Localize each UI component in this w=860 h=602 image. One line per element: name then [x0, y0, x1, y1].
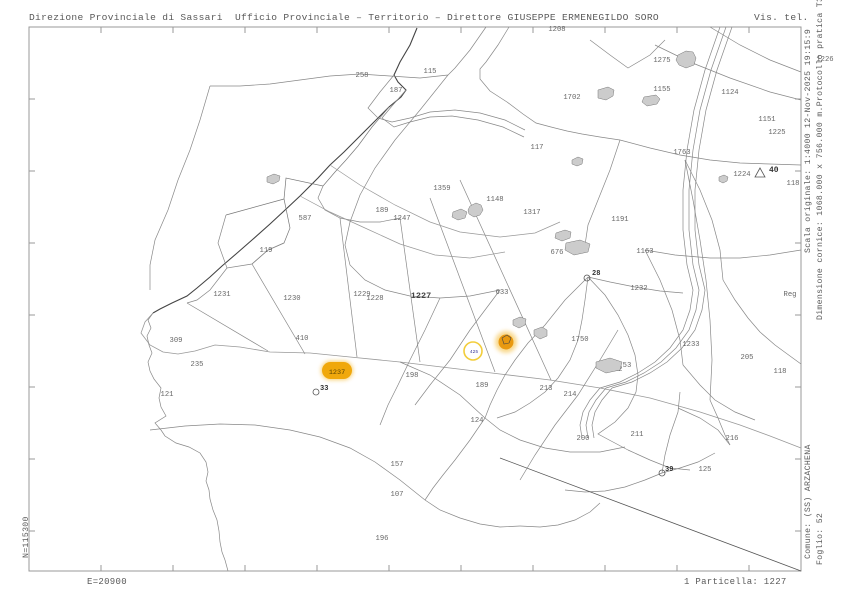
svg-text:1232: 1232 [630, 285, 647, 293]
svg-text:1225: 1225 [768, 129, 785, 137]
svg-text:200: 200 [577, 435, 590, 443]
svg-text:1237: 1237 [329, 369, 345, 377]
svg-text:39: 39 [665, 466, 673, 474]
svg-text:33: 33 [320, 385, 328, 393]
svg-text:410: 410 [296, 335, 309, 343]
svg-text:157: 157 [391, 461, 404, 469]
svg-text:1208: 1208 [548, 26, 565, 34]
svg-text:119: 119 [260, 247, 273, 255]
svg-text:214: 214 [564, 391, 577, 399]
svg-text:1155: 1155 [653, 86, 670, 94]
svg-text:587: 587 [299, 215, 312, 223]
svg-text:28: 28 [592, 270, 600, 278]
svg-text:216: 216 [726, 435, 739, 443]
svg-text:115: 115 [424, 68, 437, 76]
svg-text:1224: 1224 [733, 171, 750, 179]
svg-text:205: 205 [741, 354, 754, 362]
svg-text:1763: 1763 [673, 149, 690, 157]
svg-text:118: 118 [774, 368, 787, 376]
svg-text:1247: 1247 [393, 215, 410, 223]
svg-text:1231: 1231 [213, 291, 230, 299]
svg-text:425: 425 [470, 349, 479, 355]
svg-text:676: 676 [551, 249, 564, 257]
svg-text:117: 117 [531, 144, 544, 152]
svg-text:1148: 1148 [486, 196, 503, 204]
svg-text:53: 53 [623, 362, 632, 370]
svg-text:309: 309 [170, 337, 183, 345]
svg-text:1750: 1750 [571, 336, 588, 344]
svg-text:1317: 1317 [523, 209, 540, 217]
svg-text:213: 213 [540, 385, 553, 393]
svg-text:1230: 1230 [283, 295, 300, 303]
svg-text:1702: 1702 [563, 94, 580, 102]
svg-text:189: 189 [476, 382, 489, 390]
svg-text:189: 189 [376, 207, 389, 215]
svg-text:Reg: Reg [784, 291, 797, 299]
svg-text:1275: 1275 [653, 57, 670, 65]
svg-text:1359: 1359 [433, 185, 450, 193]
svg-text:1124: 1124 [721, 89, 738, 97]
svg-text:235: 235 [191, 361, 204, 369]
svg-text:211: 211 [631, 431, 644, 439]
svg-text:633: 633 [496, 289, 509, 297]
svg-text:187: 187 [390, 87, 403, 95]
svg-text:198: 198 [406, 372, 419, 380]
svg-text:107: 107 [391, 491, 404, 499]
svg-text:1228: 1228 [366, 295, 383, 303]
svg-text:1151: 1151 [758, 116, 775, 124]
svg-text:125: 125 [699, 466, 712, 474]
svg-text:118: 118 [787, 180, 800, 188]
svg-text:1226: 1226 [816, 56, 833, 64]
svg-text:1227: 1227 [411, 291, 431, 301]
svg-text:121: 121 [161, 391, 174, 399]
svg-text:1191: 1191 [611, 216, 628, 224]
svg-text:124: 124 [471, 417, 484, 425]
svg-text:1233: 1233 [682, 341, 699, 349]
svg-text:40: 40 [769, 166, 779, 175]
svg-text:258: 258 [356, 72, 369, 80]
svg-text:196: 196 [376, 535, 389, 543]
svg-text:1163: 1163 [636, 248, 653, 256]
